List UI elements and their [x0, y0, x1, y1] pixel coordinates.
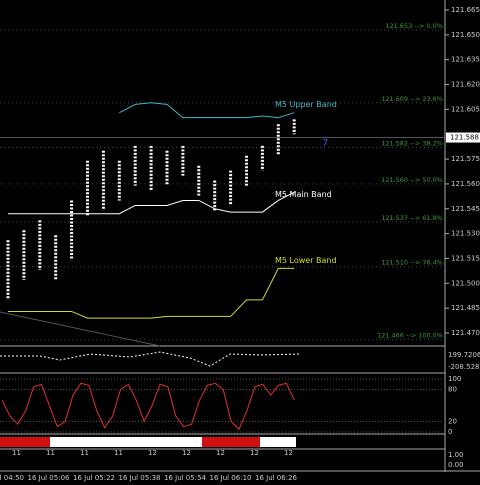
osc-label: 199.7206 — [448, 351, 480, 359]
state-strip — [0, 437, 296, 447]
y-tick-label: 121.665 — [451, 6, 480, 14]
bottom-label: 0.00 — [448, 461, 464, 469]
day-label: 11 — [12, 449, 21, 457]
current-price-box — [446, 132, 480, 143]
oscillator-line — [0, 351, 301, 367]
y-tick-label: 121.545 — [451, 205, 480, 213]
y-tick-label: 121.575 — [451, 155, 480, 163]
time-label: 16 Jul 05:06 — [28, 474, 71, 482]
band-line — [119, 102, 295, 119]
y-tick-label: 121.530 — [451, 230, 480, 238]
fib-label: 121.537 --> 61.8% — [381, 214, 443, 222]
time-label: 16 Jul 04:50 — [0, 474, 24, 482]
stoch-tick-label: 80 — [448, 386, 457, 394]
day-label: 11 — [114, 449, 123, 457]
band-line — [8, 191, 295, 215]
band-label: M5 Upper Band — [275, 100, 337, 109]
fib-label: 121.582 --> 38.2% — [381, 139, 443, 147]
osc-label: -208.5286 — [448, 363, 480, 371]
trend-line — [0, 311, 161, 347]
fib-label: 121.653 --> 0.0% — [385, 22, 443, 30]
day-label: 12 — [250, 449, 259, 457]
time-label: 16 Jul 05:54 — [164, 474, 207, 482]
y-tick-label: 121.620 — [451, 81, 480, 89]
stoch-line — [1, 382, 295, 431]
band-label: M5 Lower Band — [275, 256, 337, 265]
y-tick-label: 121.515 — [451, 254, 480, 262]
day-label: 12 — [284, 449, 293, 457]
day-label: 11 — [80, 449, 89, 457]
stoch-tick-label: 100 — [448, 375, 461, 383]
y-tick-label: 121.470 — [451, 329, 480, 337]
day-label: 12 — [148, 449, 157, 457]
time-label: 16 Jul 05:38 — [119, 474, 161, 482]
fib-label: 121.510 --> 76.4% — [381, 259, 443, 267]
day-label: 12 — [216, 449, 225, 457]
stoch-tick-label: 20 — [448, 417, 457, 425]
y-tick-label: 121.485 — [451, 304, 480, 312]
band-line — [8, 267, 295, 319]
y-tick-label: 121.650 — [451, 31, 480, 39]
time-label: 16 Jul 05:22 — [73, 474, 115, 482]
y-tick-label: 121.560 — [451, 180, 480, 188]
y-tick-label: 121.605 — [451, 105, 480, 113]
stoch-tick-label: 0 — [448, 428, 452, 436]
current-price-label: 121.588 — [450, 134, 479, 142]
y-tick-label: 121.635 — [451, 56, 480, 64]
time-label: 16 Jul 06:26 — [255, 474, 298, 482]
fib-label: 121.466 --> 100.0% — [377, 332, 443, 340]
band-label: M5 Main Band — [275, 190, 332, 199]
day-label: 12 — [182, 449, 191, 457]
fib-label: 121.560 --> 50.0% — [381, 176, 443, 184]
day-label: 11 — [46, 449, 55, 457]
marker: 7 — [322, 138, 328, 149]
fib-label: 121.609 --> 23.6% — [381, 95, 443, 103]
time-label: 16 Jul 06:10 — [210, 474, 252, 482]
y-tick-label: 121.500 — [451, 279, 480, 287]
bottom-label: 1.00 — [448, 451, 464, 459]
